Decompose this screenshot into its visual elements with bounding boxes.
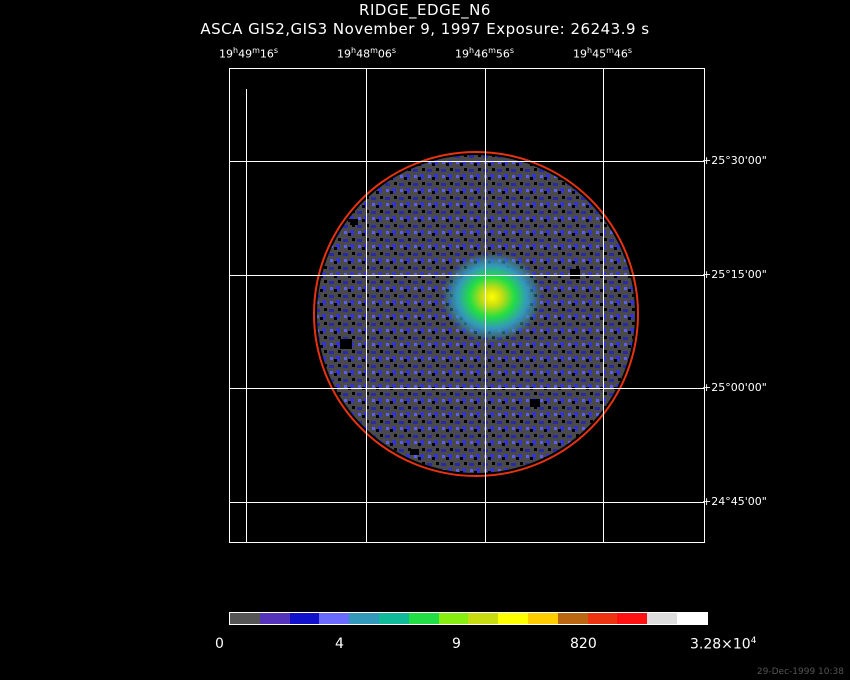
colorbar-swatch [349,613,379,624]
xray-image [230,69,704,542]
colorbar-swatch [319,613,350,624]
colorbar-swatch [230,613,260,624]
image-title: RIDGE_EDGE_N6 [359,1,491,19]
coordinate-grid [230,69,704,542]
colorbar-tick-label: 820 [570,636,597,652]
colorbar-swatch [617,613,648,624]
timestamp: 29-Dec-1999 10:38 [756,667,844,677]
colorbar-swatch [647,613,677,624]
ra-label: 19h45m46s [573,46,633,61]
ra-label: 19h49m16s [219,46,279,61]
colorbar-tick-label: 0 [215,636,224,652]
dec-label: +25°15'00" [702,268,767,281]
colorbar-swatch [527,613,558,624]
detector-field [313,151,639,477]
colorbar-swatch [676,613,707,624]
colorbar-tick-label: 4 [335,636,344,652]
dec-label: +25°30'00" [702,154,767,167]
ra-label: 19h48m06s [337,46,397,61]
colorbar-swatch [289,613,320,624]
colorbar-swatch [468,613,499,624]
ra-label: 19h46m56s [455,46,515,61]
colorbar-swatch [408,613,439,624]
dec-label: +24°45'00" [702,495,767,508]
colorbar-swatch [498,613,528,624]
colorbar-swatch [557,613,588,624]
colorbar-tick-label: 9 [452,636,461,652]
colorbar-swatch [587,613,618,624]
colorbar-swatch [438,613,469,624]
colorbar-swatch [259,613,290,624]
image-subtitle: ASCA GIS2,GIS3 November 9, 1997 Exposure… [200,20,650,38]
colorbar [229,612,708,625]
dec-label: +25°00'00" [702,381,767,394]
sky-image-frame [229,68,705,543]
colorbar-max-label: 3.28×104 [690,636,757,653]
colorbar-swatch [378,613,409,624]
